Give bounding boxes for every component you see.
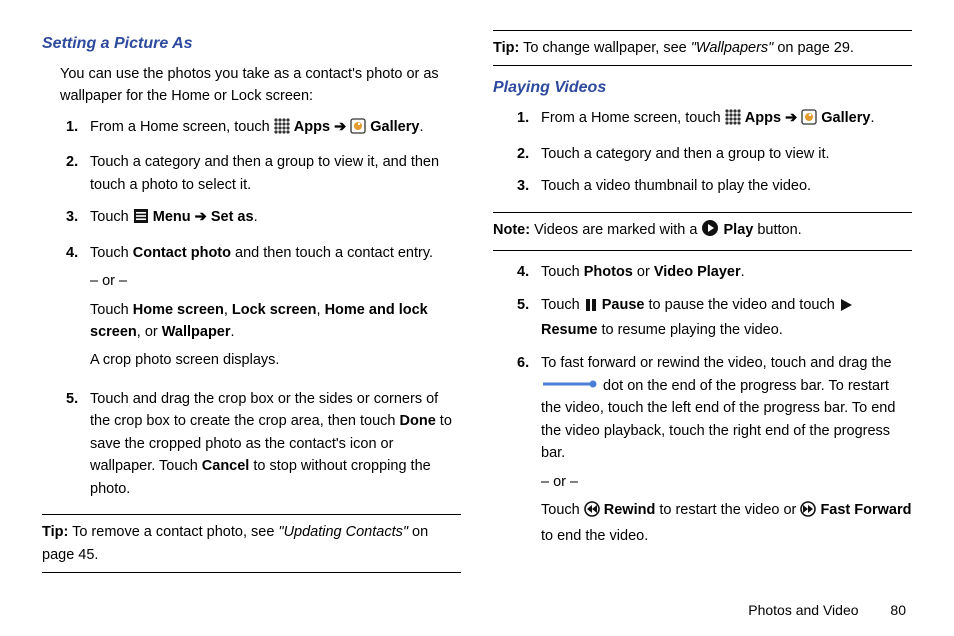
step-text: Touch a category and then a group to vie… xyxy=(90,154,439,192)
steps-list-right-2: 4. Touch Photos or Video Player. 5. Touc… xyxy=(517,261,912,559)
step-number: 3. xyxy=(517,175,529,197)
or-separator: – or – xyxy=(90,270,461,292)
step-number: 5. xyxy=(517,294,529,316)
photos-label: Photos xyxy=(584,264,633,280)
contact-photo-label: Contact photo xyxy=(133,245,231,261)
arrow-icon: ➔ xyxy=(785,110,801,126)
step-4: 4. Touch Contact photo and then touch a … xyxy=(66,242,461,384)
step-number: 1. xyxy=(66,116,78,138)
step-2: 2. Touch a category and then a group to … xyxy=(66,151,461,202)
step-text-alt: Touch Rewind to restart the video or Fas… xyxy=(541,499,912,547)
step-text: Touch Pause to pause the video and touch… xyxy=(541,297,853,338)
arrow-icon: ➔ xyxy=(195,209,211,225)
tip-reference: "Wallpapers" xyxy=(691,40,774,56)
apps-grid-icon xyxy=(725,109,741,132)
rewind-label: Rewind xyxy=(604,502,656,518)
step-text: Touch Menu ➔ Set as. xyxy=(90,209,258,225)
manual-page: Setting a Picture As You can use the pho… xyxy=(0,0,954,636)
play-label: Play xyxy=(724,222,754,238)
step-text: Touch Contact photo and then touch a con… xyxy=(90,242,461,264)
gallery-label: Gallery xyxy=(821,110,870,126)
step-3: 3. Touch Menu ➔ Set as. xyxy=(66,206,461,237)
section-heading-setting-picture: Setting a Picture As xyxy=(42,32,461,57)
gallery-icon xyxy=(801,109,817,132)
pause-icon xyxy=(584,297,598,319)
progress-bar-icon xyxy=(541,374,599,396)
step-number: 2. xyxy=(66,151,78,173)
menu-label: Menu xyxy=(153,209,191,225)
two-column-layout: Setting a Picture As You can use the pho… xyxy=(42,30,912,583)
fast-forward-circle-icon xyxy=(800,501,816,524)
step-3: 3. Touch a video thumbnail to play the v… xyxy=(517,175,912,203)
step-1: 1. From a Home screen, touch Apps ➔ Gall… xyxy=(66,116,461,147)
step-number: 3. xyxy=(66,206,78,228)
tip-box-remove-contact: Tip: To remove a contact photo, see "Upd… xyxy=(42,514,461,573)
play-circle-icon xyxy=(701,219,719,244)
step-number: 5. xyxy=(66,388,78,410)
step-1: 1. From a Home screen, touch Apps ➔ Gall… xyxy=(517,107,912,138)
done-label: Done xyxy=(400,413,436,429)
fast-forward-label: Fast Forward xyxy=(820,502,911,518)
or-separator: – or – xyxy=(541,471,912,493)
tip-label: Tip: xyxy=(42,524,68,540)
footer-section: Photos and Video xyxy=(748,602,858,618)
step-number: 4. xyxy=(66,242,78,264)
right-column: Tip: To change wallpaper, see "Wallpaper… xyxy=(493,30,912,583)
note-box-play: Note: Videos are marked with a Play butt… xyxy=(493,212,912,251)
page-number: 80 xyxy=(890,602,906,618)
section-heading-playing-videos: Playing Videos xyxy=(493,76,912,101)
tip-reference: "Updating Contacts" xyxy=(278,524,408,540)
cancel-label: Cancel xyxy=(202,458,250,474)
resume-label: Resume xyxy=(541,322,597,338)
step-text: From a Home screen, touch Apps ➔ Gallery… xyxy=(90,119,423,135)
video-player-label: Video Player xyxy=(654,264,741,280)
step-4: 4. Touch Photos or Video Player. xyxy=(517,261,912,289)
pause-label: Pause xyxy=(602,297,645,313)
step-text: Touch Photos or Video Player. xyxy=(541,264,745,280)
step-text: From a Home screen, touch Apps ➔ Gallery… xyxy=(541,110,874,126)
step-text: To fast forward or rewind the video, tou… xyxy=(541,352,912,465)
step-5: 5. Touch and drag the crop box or the si… xyxy=(66,388,461,506)
rewind-circle-icon xyxy=(584,501,600,524)
step-number: 6. xyxy=(517,352,529,374)
gallery-icon xyxy=(350,118,366,141)
step-2: 2. Touch a category and then a group to … xyxy=(517,143,912,171)
page-footer: Photos and Video 80 xyxy=(748,602,906,618)
setas-label: Set as xyxy=(211,209,254,225)
step-number: 2. xyxy=(517,143,529,165)
step-number: 1. xyxy=(517,107,529,129)
apps-label: Apps xyxy=(294,119,330,135)
left-column: Setting a Picture As You can use the pho… xyxy=(42,30,461,583)
step-5: 5. Touch Pause to pause the video and to… xyxy=(517,294,912,348)
step-number: 4. xyxy=(517,261,529,283)
note-label: Note: xyxy=(493,222,530,238)
step-text-alt: Touch Home screen, Lock screen, Home and… xyxy=(90,299,461,344)
step-text: Touch a video thumbnail to play the vide… xyxy=(541,178,811,194)
apps-grid-icon xyxy=(274,118,290,141)
tip-label: Tip: xyxy=(493,40,519,56)
resume-play-icon xyxy=(839,297,853,319)
menu-icon xyxy=(133,208,149,231)
step-6: 6. To fast forward or rewind the video, … xyxy=(517,352,912,560)
tip-box-wallpaper: Tip: To change wallpaper, see "Wallpaper… xyxy=(493,30,912,66)
gallery-label: Gallery xyxy=(370,119,419,135)
step-text: Touch and drag the crop box or the sides… xyxy=(90,391,452,497)
arrow-icon: ➔ xyxy=(334,119,350,135)
steps-list-right-1: 1. From a Home screen, touch Apps ➔ Gall… xyxy=(517,107,912,203)
step-text: Touch a category and then a group to vie… xyxy=(541,146,830,162)
apps-label: Apps xyxy=(745,110,781,126)
steps-list-left: 1. From a Home screen, touch Apps ➔ Gall… xyxy=(66,116,461,507)
crop-note: A crop photo screen displays. xyxy=(90,349,461,371)
intro-text: You can use the photos you take as a con… xyxy=(60,63,461,108)
